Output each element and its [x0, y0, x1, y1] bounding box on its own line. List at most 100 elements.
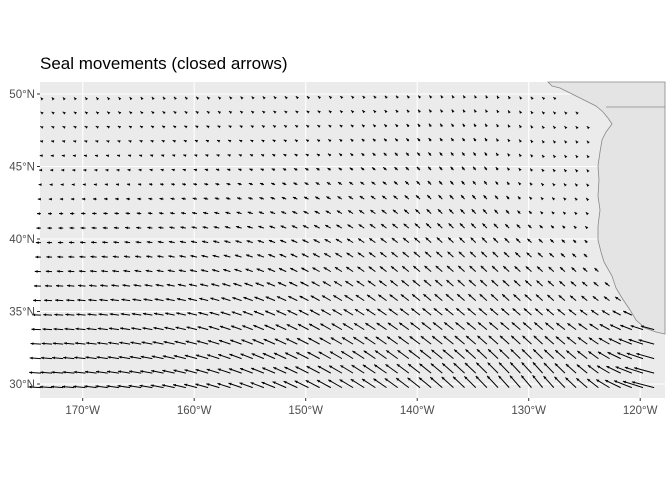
arrow-head	[550, 239, 554, 243]
arrow-head	[348, 210, 352, 214]
arrow	[228, 110, 233, 114]
arrow	[403, 209, 410, 215]
arrow-head	[60, 183, 64, 187]
arrow	[330, 337, 343, 345]
arrow-head	[70, 212, 74, 215]
arrow-head	[40, 140, 44, 143]
arrow	[338, 167, 343, 171]
arrow-head	[561, 239, 565, 243]
arrow-head	[360, 181, 364, 185]
arrow-head	[551, 211, 555, 215]
arrow	[81, 197, 86, 201]
arrow-head	[489, 322, 493, 326]
arrow	[438, 180, 443, 185]
arrow	[599, 323, 610, 331]
arrow-head	[366, 308, 370, 312]
arrow-head	[246, 254, 250, 258]
arrow-head	[539, 225, 543, 229]
arrow	[214, 197, 220, 201]
arrow-head	[428, 152, 432, 156]
arrow-head	[254, 296, 258, 300]
arrow	[366, 294, 376, 302]
arrow-head	[224, 240, 228, 244]
arrow	[559, 266, 566, 272]
arrow-head	[151, 125, 155, 129]
arrow-head	[95, 140, 99, 143]
arrow-head	[165, 312, 169, 316]
arrow-head	[640, 325, 644, 329]
arrow-head	[407, 377, 411, 381]
arrow-head	[74, 97, 77, 101]
arrow-head	[173, 369, 177, 373]
arrow	[536, 280, 543, 287]
arrow	[172, 125, 177, 129]
arrow-head	[368, 252, 373, 256]
arrow-head	[468, 279, 473, 283]
arrow	[217, 382, 231, 389]
arrow	[318, 351, 332, 360]
arrow	[588, 350, 599, 360]
arrow-head	[40, 111, 44, 115]
arrow-head	[572, 253, 576, 257]
arrow	[48, 212, 53, 216]
arrow-head	[597, 365, 601, 369]
arrow-head	[55, 284, 59, 288]
arrow-head	[236, 211, 240, 215]
arrow-head	[299, 295, 303, 299]
arrow	[479, 293, 488, 301]
arrow-head	[570, 281, 574, 285]
arrow-head	[548, 266, 552, 270]
arrow	[501, 293, 510, 301]
arrow	[447, 237, 454, 243]
arrow-head	[339, 379, 343, 383]
arrow	[206, 96, 211, 100]
arrow-head	[428, 123, 432, 127]
arrow	[84, 111, 89, 115]
arrow	[203, 197, 209, 201]
arrow	[68, 241, 75, 244]
arrow	[295, 95, 299, 100]
arrow	[128, 125, 133, 129]
arrow-head	[298, 310, 302, 313]
arrow-head	[246, 240, 250, 243]
arrow	[186, 326, 198, 331]
arrow	[350, 138, 354, 142]
arrow-head	[28, 385, 32, 389]
arrow	[521, 361, 532, 374]
arrow	[32, 313, 41, 317]
arrow	[383, 152, 387, 156]
arrow	[293, 182, 298, 186]
arrow	[109, 312, 120, 316]
arrow	[247, 225, 253, 229]
arrow	[374, 350, 387, 360]
arrow	[434, 279, 443, 287]
arrow	[184, 96, 189, 100]
arrow	[190, 254, 198, 258]
arrow-head	[39, 154, 43, 158]
arrow-head	[86, 327, 90, 331]
arrow	[419, 363, 432, 374]
arrow-head	[566, 336, 570, 340]
arrow-head	[543, 362, 547, 366]
arrow	[543, 349, 555, 359]
arrow-head	[521, 375, 525, 379]
arrow	[189, 269, 198, 273]
arrow	[157, 255, 164, 258]
arrow-head	[494, 209, 498, 213]
arrow-head	[362, 364, 367, 368]
arrow	[563, 197, 567, 201]
arrow	[472, 180, 477, 185]
arrow	[294, 139, 299, 143]
arrow	[411, 293, 421, 302]
arrow-head	[207, 96, 211, 100]
arrow-head	[285, 352, 289, 356]
arrow	[204, 168, 209, 172]
arrow-head	[553, 154, 557, 159]
arrow	[495, 181, 499, 185]
arrow	[106, 111, 111, 115]
arrow-head	[537, 252, 541, 256]
arrow-head	[73, 385, 77, 389]
arrow-head	[264, 324, 268, 328]
arrow	[62, 385, 75, 389]
arrow	[532, 374, 544, 388]
